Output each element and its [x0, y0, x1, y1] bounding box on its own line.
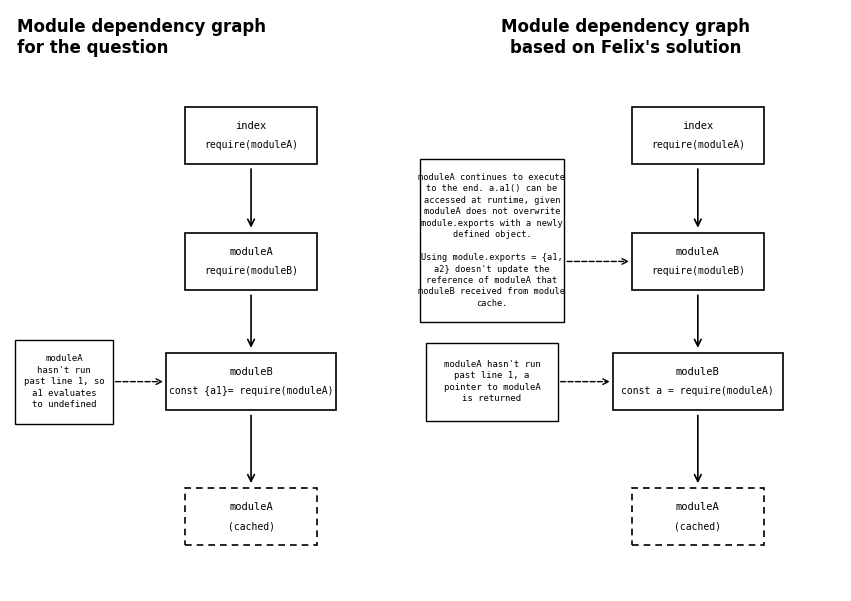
- Text: moduleA hasn't run
past line 1, a
pointer to moduleA
is returned: moduleA hasn't run past line 1, a pointe…: [443, 360, 540, 403]
- Text: moduleA: moduleA: [676, 247, 720, 257]
- Bar: [185, 233, 317, 290]
- Text: require(moduleA): require(moduleA): [651, 140, 745, 150]
- Text: moduleA: moduleA: [229, 502, 273, 512]
- Text: moduleA: moduleA: [229, 247, 273, 257]
- Text: Module dependency graph
based on Felix's solution: Module dependency graph based on Felix's…: [501, 18, 750, 57]
- Text: moduleB: moduleB: [676, 367, 720, 377]
- Bar: [631, 107, 764, 163]
- Text: moduleA: moduleA: [676, 502, 720, 512]
- Text: index: index: [236, 121, 266, 130]
- Text: (cached): (cached): [674, 522, 722, 531]
- Text: index: index: [683, 121, 713, 130]
- Text: const a = require(moduleA): const a = require(moduleA): [621, 386, 774, 396]
- Text: moduleA continues to execute
to the end. a.a1() can be
accessed at runtime, give: moduleA continues to execute to the end.…: [419, 173, 565, 308]
- Text: require(moduleB): require(moduleB): [204, 266, 298, 276]
- Bar: [185, 107, 317, 163]
- Text: require(moduleB): require(moduleB): [651, 266, 745, 276]
- Bar: [613, 353, 783, 410]
- Text: (cached): (cached): [227, 522, 275, 531]
- Bar: [14, 340, 112, 424]
- Bar: [420, 159, 564, 322]
- Bar: [631, 488, 764, 546]
- Bar: [631, 233, 764, 290]
- Bar: [185, 488, 317, 546]
- Text: moduleA
hasn't run
past line 1, so
a1 evaluates
to undefined: moduleA hasn't run past line 1, so a1 ev…: [24, 354, 104, 409]
- Text: moduleB: moduleB: [229, 367, 273, 377]
- Text: Module dependency graph
for the question: Module dependency graph for the question: [17, 18, 266, 57]
- Text: require(moduleA): require(moduleA): [204, 140, 298, 150]
- Bar: [166, 353, 336, 410]
- Bar: [426, 343, 558, 421]
- Text: const {a1}= require(moduleA): const {a1}= require(moduleA): [168, 386, 334, 396]
